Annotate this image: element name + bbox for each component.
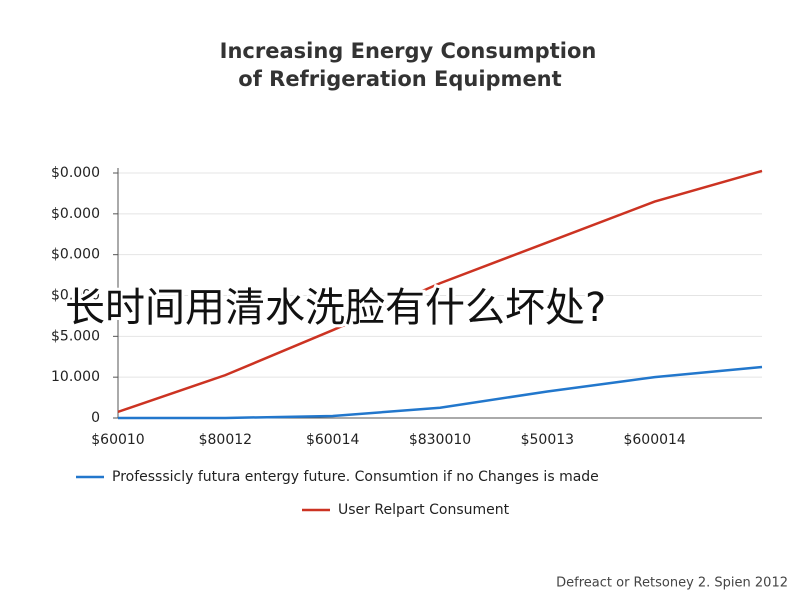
x-tick-label: $80012 [199, 432, 252, 448]
x-tick-label: $60010 [91, 432, 144, 448]
y-tick-label: $0.000 [51, 206, 100, 222]
x-tick-label: $50013 [521, 432, 574, 448]
chart-title: of Refrigeration Equipment [238, 67, 561, 91]
legend-label: Professsicly futura entergy future. Cons… [112, 469, 599, 485]
y-tick-label: $0.000 [51, 288, 100, 304]
y-tick-label: $5.000 [51, 328, 100, 344]
legend-label: User Relpart Consument [338, 502, 510, 518]
x-tick-label: $60014 [306, 432, 360, 448]
y-tick-label: 0 [91, 410, 100, 426]
overlay-text: 长时间用清水洗脸有什么坏处? [65, 285, 606, 331]
y-tick-label: $0.000 [51, 165, 100, 181]
series-line [117, 169, 763, 414]
y-tick-label: 10.000 [51, 369, 100, 385]
source-note: Defreact or Retsoney 2. Spien 2012 [556, 576, 788, 591]
series-line [118, 365, 763, 420]
y-tick-label: $0.000 [51, 247, 100, 263]
x-tick-label: $830010 [409, 432, 471, 448]
x-tick-label: $600014 [623, 432, 685, 448]
chart-title: Increasing Energy Consumption [220, 39, 597, 63]
